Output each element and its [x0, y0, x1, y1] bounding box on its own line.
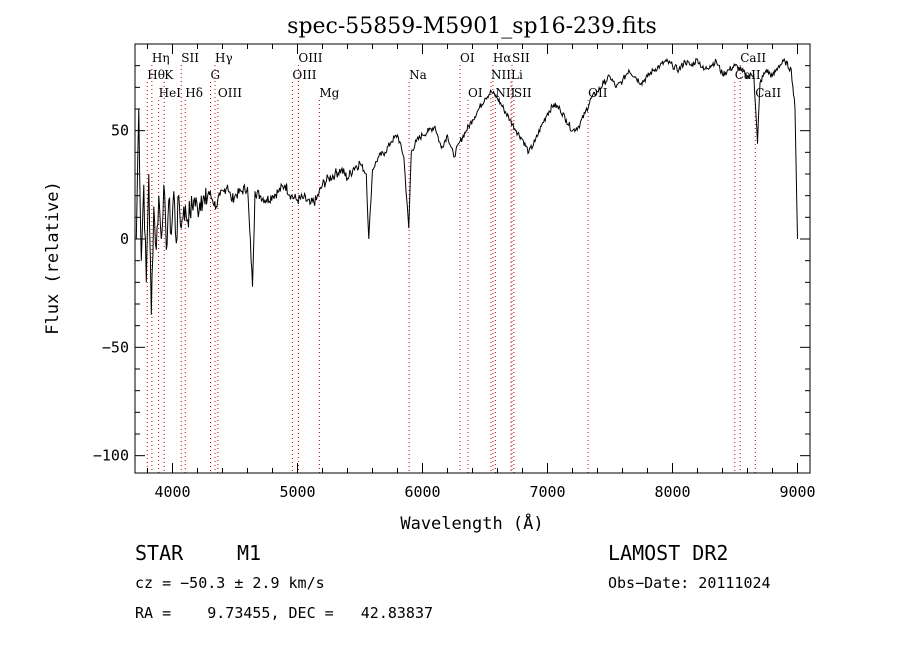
survey-name: LAMOST DR2: [608, 541, 729, 565]
line-marker-label-15: Hα: [493, 51, 512, 65]
y-tick-label-0: 50: [111, 122, 129, 140]
line-marker-label-10: OIII: [292, 68, 316, 82]
x-tick-labels: 4000 5000 6000 7000 8000 9000: [154, 483, 815, 501]
y-tick-labels: 50 0 −50 −100: [93, 122, 129, 465]
line-marker-label-6: Hγ: [215, 51, 233, 65]
line-marker-label-20: SII: [514, 86, 532, 100]
sky-coordinates: RA = 9.73455, DEC = 42.83837: [135, 604, 434, 622]
line-marker-label-9: OIII: [298, 51, 322, 65]
chart-title: spec-55859-M5901_sp16-239.fits: [287, 14, 657, 39]
object-subclass: M1: [237, 541, 262, 565]
line-marker-label-0: Hη: [152, 51, 170, 65]
x-tick-label-5: 9000: [779, 483, 815, 501]
line-marker-label-4: SII: [181, 51, 199, 65]
line-marker-label-12: Na: [409, 68, 427, 82]
line-marker-label-21: OII: [588, 86, 608, 100]
line-marker-label-18: Li: [511, 68, 523, 82]
redshift-velocity: cz = −50.3 ± 2.9 km/s: [135, 574, 325, 592]
line-marker-label-8: OIII: [218, 86, 242, 100]
object-class: STAR: [135, 541, 184, 565]
x-tick-label-1: 5000: [279, 483, 315, 501]
x-tick-label-3: 7000: [529, 483, 565, 501]
line-marker-label-19: NII: [495, 86, 515, 100]
line-marker-label-5: Hδ: [185, 86, 203, 100]
line-marker-label-24: CaII: [755, 86, 781, 100]
x-tick-label-4: 8000: [654, 483, 690, 501]
axis-ticks: [135, 44, 810, 473]
line-marker-label-1: Hθ: [147, 68, 165, 82]
line-marker-label-16: SII: [512, 51, 530, 65]
line-marker-label-13: OI: [460, 51, 475, 65]
line-marker-label-11: Mg: [319, 86, 339, 100]
line-marker-label-3: HeI: [159, 86, 182, 100]
line-marker-label-7: G: [211, 68, 221, 82]
plot-frame: [134, 43, 811, 474]
line-marker-label-22: CaII: [740, 51, 766, 65]
spectrum-line: [135, 57, 798, 315]
y-tick-label-2: −50: [102, 338, 129, 356]
spectrum-layer: [135, 57, 798, 315]
y-tick-label-1: 0: [120, 230, 129, 248]
line-marker-label-14: OI: [468, 86, 483, 100]
x-axis-label: Wavelength (Å): [400, 512, 543, 534]
x-tick-label-2: 6000: [404, 483, 440, 501]
observation-date: Obs−Date: 20111024: [608, 574, 771, 592]
x-tick-label-0: 4000: [154, 483, 190, 501]
line-marker-label-2: K: [164, 68, 174, 82]
line-marker-label-23: CaII: [735, 68, 761, 82]
line-marker-label-17: NII: [491, 68, 511, 82]
y-tick-label-3: −100: [93, 447, 129, 465]
y-axis-label: Flux (relative): [43, 181, 63, 335]
line-markers: [146, 65, 756, 473]
